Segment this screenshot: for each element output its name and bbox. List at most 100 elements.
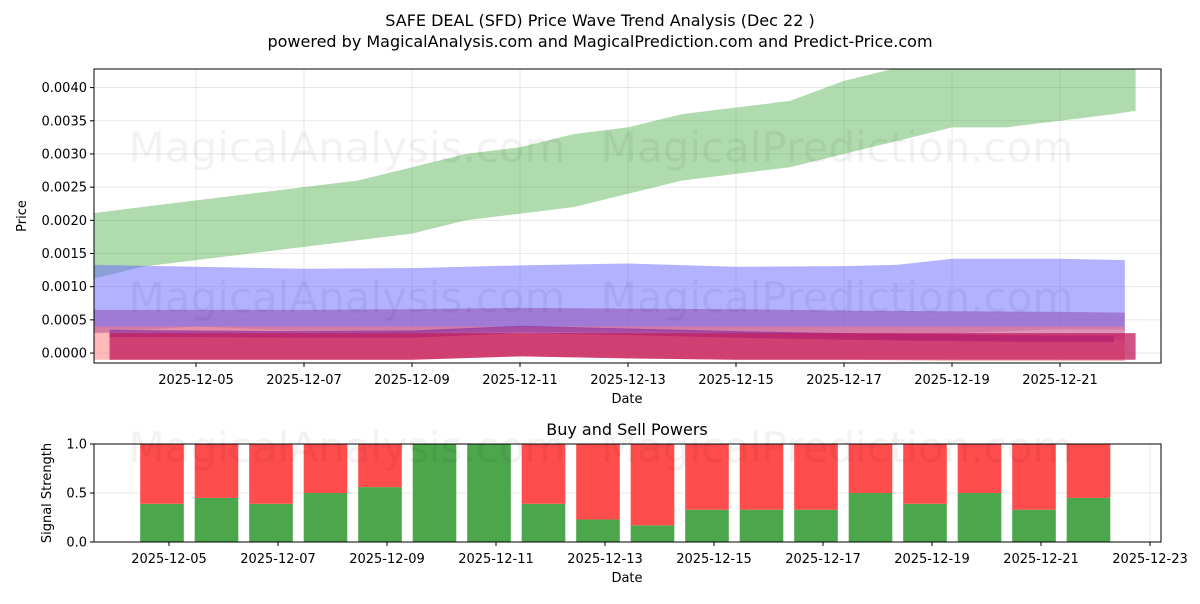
price-x-tick: 2025-12-19 [914,363,990,388]
price-y-tick: 0.0035 [42,114,94,129]
power-y-tick: 1.0 [66,438,94,453]
buy-bar [903,503,947,542]
price-y-tick: 0.0015 [42,247,94,262]
power-y-tick-label: 1.0 [66,438,87,453]
price-watermarks: MagicalAnalysis.com MagicalPrediction.co… [129,123,1074,322]
price-x-tick-label: 2025-12-15 [698,373,774,388]
power-x-ticks: 2025-12-05 2025-12-07 2025-12-09 2025-12-11… [131,542,1188,567]
sell-bar [140,444,184,504]
power-title: Buy and Sell Powers [546,420,708,439]
buy-bar [685,509,729,542]
power-x-tick: 2025-12-05 [131,542,207,567]
power-x-tick-label: 2025-12-13 [567,552,643,567]
buy-bar [794,509,838,542]
power-x-tick: 2025-12-17 [785,542,861,567]
power-y-tick-label: 0.0 [66,536,87,551]
watermark-bottom-left: MagicalAnalysis.com [129,423,566,472]
sell-bar [957,444,1002,493]
power-x-tick-label: 2025-12-23 [1112,552,1188,567]
price-x-tick-label: 2025-12-13 [590,373,666,388]
sell-bar [1066,444,1111,498]
watermark-bottom-right: MagicalPrediction.com [601,423,1074,472]
power-x-tick: 2025-12-19 [894,542,970,567]
power-x-tick-label: 2025-12-11 [458,552,534,567]
power-x-tick-label: 2025-12-21 [1003,552,1079,567]
price-x-tick-label: 2025-12-17 [806,373,882,388]
power-x-tick-label: 2025-12-17 [785,552,861,567]
price-band-crimson-band [109,333,1136,360]
buy-bar [630,525,675,542]
power-x-tick: 2025-12-07 [240,542,316,567]
power-x-tick-label: 2025-12-19 [894,552,970,567]
price-x-tick-label: 2025-12-19 [914,373,990,388]
price-y-tick-label: 0.0000 [42,347,88,362]
price-x-tick-label: 2025-12-05 [158,373,234,388]
watermark-top-right: MagicalPrediction.com [601,123,1074,172]
power-y-label: Signal Strength [40,443,55,543]
price-y-tick-label: 0.0030 [42,147,88,162]
power-x-tick: 2025-12-15 [676,542,752,567]
buy-bar [739,509,784,542]
price-x-ticks: 2025-12-05 2025-12-07 2025-12-09 2025-12-11… [158,363,1098,388]
sell-bar [848,444,893,493]
sell-bar [903,444,947,504]
power-y-tick: 0.5 [66,487,94,502]
power-x-tick: 2025-12-23 [1112,542,1188,567]
buy-bar [467,444,511,542]
power-bars [140,444,1111,542]
watermark-top-left: MagicalAnalysis.com [129,123,566,172]
power-watermarks: MagicalAnalysis.com MagicalPrediction.co… [129,423,1074,472]
power-panel: Buy and Sell Powers MagicalAnalysis.com … [40,420,1188,586]
price-x-tick: 2025-12-21 [1022,363,1098,388]
price-y-tick: 0.0000 [42,347,94,362]
price-y-tick: 0.0040 [42,81,94,96]
price-y-tick-label: 0.0020 [42,214,88,229]
buy-bar [848,493,893,542]
price-y-tick-label: 0.0005 [42,313,88,328]
sell-bar [358,444,402,488]
power-x-tick-label: 2025-12-05 [131,552,207,567]
power-x-tick: 2025-12-13 [567,542,643,567]
price-y-tick: 0.0025 [42,181,94,196]
power-x-tick: 2025-12-09 [349,542,425,567]
buy-bar [521,503,566,542]
buy-bar [957,493,1002,542]
sell-bar [303,444,348,493]
power-x-tick-label: 2025-12-15 [676,552,752,567]
buy-bar [249,503,293,542]
watermark-mid-left: MagicalAnalysis.com [129,273,566,322]
power-y-tick: 0.0 [66,536,94,551]
power-x-label: Date [611,571,642,586]
price-x-label: Date [611,392,642,407]
power-x-tick: 2025-12-21 [1003,542,1079,567]
price-y-tick-label: 0.0025 [42,181,88,196]
buy-bar [194,497,239,542]
price-y-ticks: 0.0000 0.0005 0.0010 0.0015 0.0020 0.0025 0.00… [42,81,94,362]
price-y-tick-label: 0.0010 [42,280,88,295]
watermark-mid-right: MagicalPrediction.com [601,273,1074,322]
buy-bar [303,493,348,542]
price-y-tick: 0.0020 [42,214,94,229]
power-y-tick-label: 0.5 [66,487,87,502]
price-band-green-band [94,69,1136,279]
price-panel: MagicalAnalysis.com MagicalPrediction.co… [15,68,1162,407]
price-x-tick: 2025-12-11 [482,363,558,388]
power-x-tick-label: 2025-12-09 [349,552,425,567]
power-x-tick-label: 2025-12-07 [240,552,316,567]
sell-bar [576,444,620,520]
price-x-tick: 2025-12-05 [158,363,234,388]
price-y-label: Price [15,200,30,232]
sell-bar [249,444,293,504]
price-x-tick: 2025-12-17 [806,363,882,388]
power-y-ticks: 0.0 0.5 1.0 [66,438,94,551]
price-bands [94,69,1136,361]
price-y-tick: 0.0010 [42,280,94,295]
chart-subtitle: powered by MagicalAnalysis.com and Magic… [267,32,932,51]
buy-bar [1012,509,1056,542]
price-y-tick-label: 0.0015 [42,247,88,262]
sell-bar [739,444,784,510]
price-y-tick: 0.0030 [42,147,94,162]
buy-bar [140,503,184,542]
buy-bar [412,444,457,542]
